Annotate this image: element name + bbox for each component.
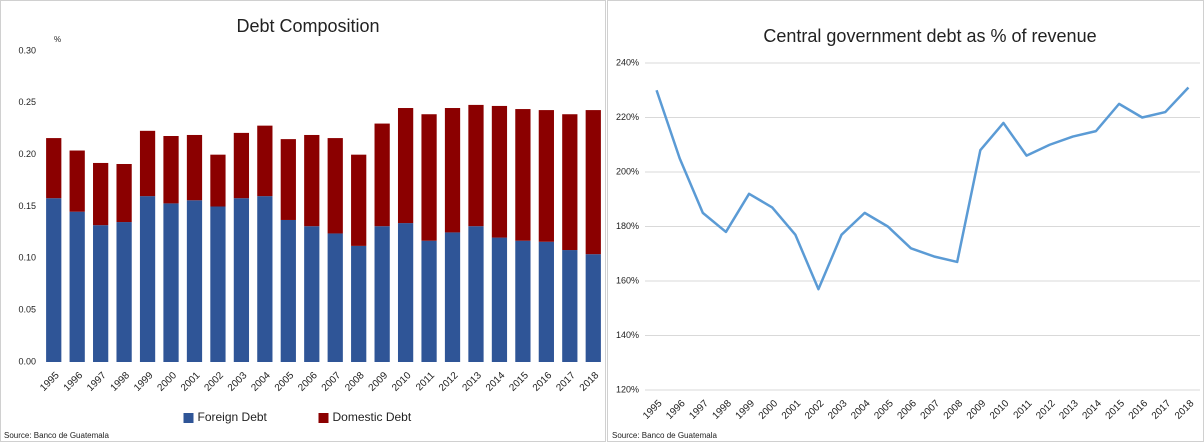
bar-segment [46, 138, 62, 199]
panel [0, 0, 606, 442]
legend-swatch [183, 413, 194, 423]
bar-segment [468, 226, 484, 362]
bar-segment [444, 108, 461, 233]
y-tick-label: 120% [616, 384, 639, 394]
bar-segment [210, 206, 226, 362]
line-series [655, 86, 1190, 291]
legend-swatch [318, 413, 329, 423]
y-tick-label: 0.30 [18, 45, 36, 55]
bar-segment [491, 237, 508, 362]
bar-segment [257, 125, 273, 197]
bar-segment [538, 110, 554, 242]
bar-segment [186, 200, 203, 362]
bar-segment [585, 110, 601, 255]
y-tick-label: 180% [616, 221, 639, 231]
y-tick-label: 160% [616, 275, 639, 285]
y-tick-label: 140% [616, 330, 639, 340]
bar-segment [421, 114, 437, 241]
chart-title: Central government debt as % of revenue [763, 26, 1096, 46]
bar-segment [421, 240, 437, 362]
bar-segment [351, 245, 367, 362]
bar-segment [491, 105, 508, 238]
y-tick-label: 0.05 [18, 305, 36, 315]
bar-segment [163, 203, 179, 362]
bar-segment [69, 211, 85, 362]
bar-segment [93, 225, 109, 362]
bar-segment [257, 196, 273, 362]
source-note: Source: Banco de Guatemala [4, 431, 110, 440]
bar-segment [116, 163, 132, 223]
bar-segment [468, 104, 484, 227]
bar-segment [93, 162, 109, 226]
bar-segment [585, 254, 601, 362]
bar-segment [515, 240, 531, 362]
bar-segment [444, 232, 461, 362]
bar-segment [374, 123, 390, 227]
bar-segment [397, 223, 414, 362]
y-tick-label: 0.00 [18, 356, 36, 366]
bar-segment [562, 114, 578, 251]
bar-segment [562, 250, 578, 362]
bar-segment [374, 226, 390, 362]
y-tick-label: 0.20 [18, 149, 36, 159]
source-note: Source: Banco de Guatemala [612, 431, 718, 440]
bar-segment [139, 130, 156, 197]
y-tick-label: 220% [616, 112, 639, 122]
y-tick-label: 0.25 [18, 97, 36, 107]
y-tick-label: 240% [616, 57, 639, 67]
bar-segment [46, 198, 62, 362]
bar-segment [327, 138, 343, 234]
y-tick-label: 0.10 [18, 253, 36, 263]
bar-segment [327, 233, 343, 362]
legend-label: Foreign Debt [198, 410, 268, 424]
bar-segment [186, 134, 203, 201]
y-tick-label: 200% [616, 166, 639, 176]
y-unit: % [54, 35, 61, 44]
chart-title: Debt Composition [236, 16, 379, 36]
bar-segment [515, 109, 531, 241]
bar-segment [69, 150, 85, 212]
bar-segment [280, 219, 296, 362]
bar-segment [351, 154, 367, 246]
panel [607, 0, 1204, 442]
bar-segment [210, 154, 226, 207]
bar-segment [233, 198, 250, 362]
bar-segment [116, 222, 132, 362]
bar-segment [397, 108, 414, 224]
bar-segment [304, 226, 320, 362]
bar-segment [163, 136, 179, 204]
bar-segment [233, 132, 250, 199]
bar-segment [139, 196, 156, 362]
bar-segment [538, 241, 554, 362]
y-tick-label: 0.15 [18, 201, 36, 211]
bar-segment [304, 134, 320, 227]
legend-label: Domestic Debt [333, 410, 412, 424]
bar-segment [280, 139, 296, 220]
